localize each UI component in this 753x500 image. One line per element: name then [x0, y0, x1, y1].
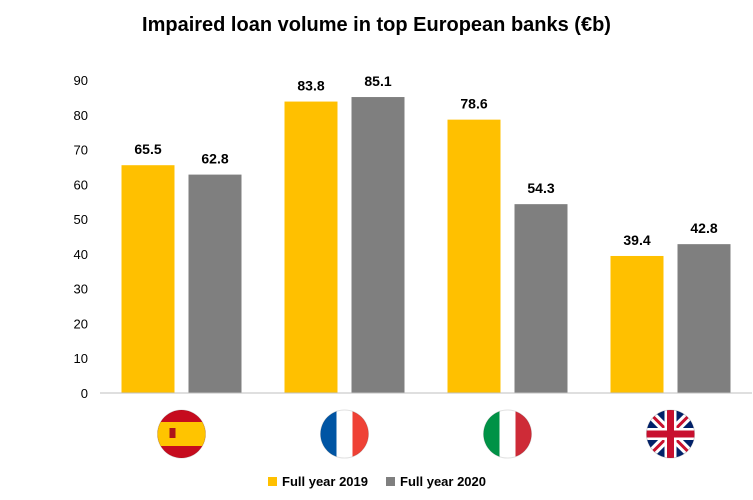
bar [188, 174, 242, 393]
flag-stripe [483, 410, 500, 458]
legend-item-2020: Full year 2020 [386, 474, 486, 489]
y-tick-label: 30 [74, 282, 88, 297]
data-label: 62.8 [201, 151, 228, 167]
flag-stripe [320, 410, 337, 458]
flag-stripe [515, 410, 532, 458]
flag-border [646, 409, 695, 459]
flag-cross-red [667, 410, 674, 458]
data-label: 85.1 [364, 73, 391, 89]
flag-clip [646, 410, 695, 458]
spain-flag-icon [157, 410, 206, 458]
bars-group [121, 97, 731, 394]
flag-stripe [336, 410, 353, 458]
uk-flag-icon [646, 410, 695, 458]
legend-swatch-2019 [268, 477, 277, 486]
y-tick-label: 40 [74, 247, 88, 262]
flag-stripe [352, 410, 369, 458]
y-tick-label: 80 [74, 108, 88, 123]
italy-flag-icon [483, 410, 532, 458]
y-tick-label: 10 [74, 351, 88, 366]
y-tick-label: 0 [81, 386, 88, 401]
legend: Full year 2019 Full year 2020 [268, 474, 504, 489]
data-label: 39.4 [623, 232, 650, 248]
bar [121, 165, 175, 393]
y-tick-label: 60 [74, 177, 88, 192]
flag-emblem [169, 428, 176, 438]
bar [351, 97, 405, 394]
legend-label-2020: Full year 2020 [400, 474, 486, 489]
flag-stripe [157, 422, 206, 446]
flag-border [157, 409, 206, 459]
france-flag-icon [320, 410, 369, 458]
data-label: 83.8 [297, 78, 324, 94]
flag-border [483, 409, 532, 459]
chart-title: Impaired loan volume in top European ban… [142, 14, 611, 36]
y-tick-label: 70 [74, 143, 88, 158]
bar [610, 255, 664, 393]
bar [284, 101, 338, 393]
legend-swatch-2020 [386, 477, 395, 486]
y-tick-label: 20 [74, 316, 88, 331]
bar [514, 204, 568, 393]
y-tick-label: 90 [74, 73, 88, 88]
flag-clip [157, 410, 206, 458]
data-label: 54.3 [527, 180, 554, 196]
flag-stripe [499, 410, 516, 458]
bar [677, 244, 731, 393]
data-label: 65.5 [134, 141, 161, 157]
y-axis: 0 10 20 30 40 50 60 70 80 90 [74, 73, 88, 401]
bar [447, 119, 501, 393]
legend-item-2019: Full year 2019 [268, 474, 368, 489]
y-tick-label: 50 [74, 212, 88, 227]
data-labels-group: 65.5 62.8 83.8 85.1 78.6 54.3 39.4 42.8 [134, 73, 717, 248]
flag-clip [320, 410, 369, 458]
category-flags [157, 409, 695, 459]
flag-clip [483, 410, 532, 458]
flag-border [320, 409, 369, 459]
data-label: 42.8 [690, 220, 717, 236]
legend-label-2019: Full year 2019 [282, 474, 368, 489]
data-label: 78.6 [460, 96, 487, 112]
